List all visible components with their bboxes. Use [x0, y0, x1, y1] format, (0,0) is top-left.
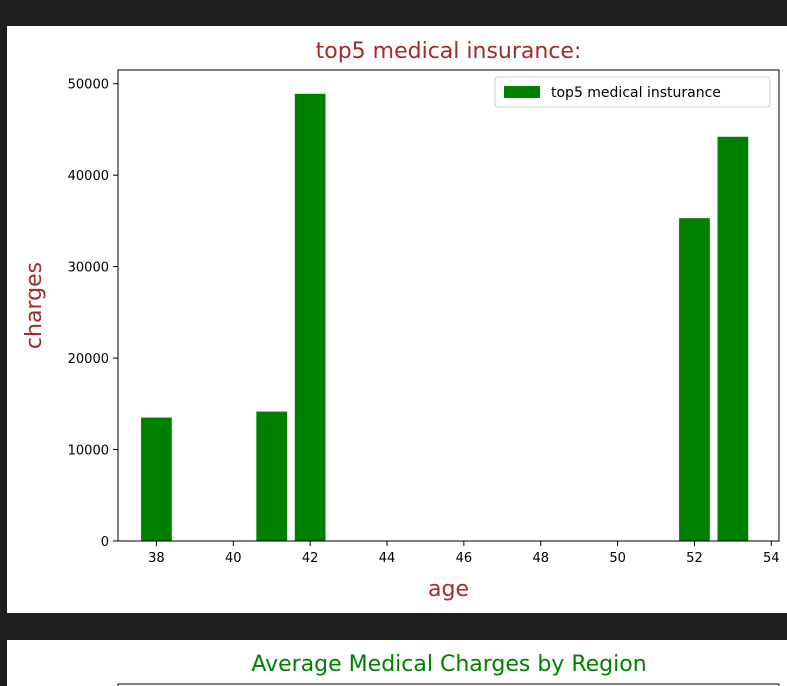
- bar-age-52: [679, 218, 710, 541]
- x-tick-label: 44: [379, 551, 396, 566]
- legend: top5 medical insturance: [494, 76, 771, 108]
- chart-panel-top: top5 medical insurance: charges age 38 40…: [7, 26, 787, 613]
- bar-age-42: [294, 93, 326, 542]
- bar-chart-top5: top5 medical insurance: charges age 38 40…: [22, 39, 780, 602]
- x-tick-label: 42: [302, 551, 319, 566]
- x-tick-label: 38: [148, 551, 165, 566]
- y-tick-label: 0: [101, 535, 109, 550]
- y-tick-label: 20000: [68, 352, 109, 367]
- y-tick-label: 30000: [68, 261, 109, 276]
- legend-swatch: [504, 86, 540, 98]
- x-tick-label: 50: [609, 551, 626, 566]
- legend-label: top5 medical insturance: [551, 85, 721, 101]
- x-tick-label: 52: [686, 551, 703, 566]
- y-tick-label: 40000: [68, 169, 109, 184]
- y-axis-label: charges: [22, 262, 47, 349]
- axes-frame: [117, 69, 780, 542]
- y-tick-label: 10000: [68, 444, 109, 459]
- x-tick-label: 40: [225, 551, 242, 566]
- legend-box: [494, 76, 771, 108]
- x-tick-label: 46: [456, 551, 473, 566]
- chart-title-region: Average Medical Charges by Region: [251, 652, 646, 677]
- bar-age-38: [141, 417, 172, 541]
- bar-age-41: [256, 411, 288, 541]
- x-axis-label: age: [428, 577, 469, 602]
- bars-group: [141, 93, 749, 542]
- chart-title: top5 medical insurance:: [316, 39, 582, 64]
- bar-age-53: [717, 136, 749, 541]
- axes-group: 38 40 42 44 46 48 50 52 54 0 10000 20000 30000 40000 5…: [68, 69, 780, 566]
- y-tick-label: 50000: [68, 78, 109, 93]
- bar-chart-region: Average Medical Charges by Region: [117, 652, 780, 686]
- chart-panel-bottom: Average Medical Charges by Region: [7, 640, 787, 686]
- x-tick-label: 54: [763, 551, 780, 566]
- x-tick-label: 48: [532, 551, 549, 566]
